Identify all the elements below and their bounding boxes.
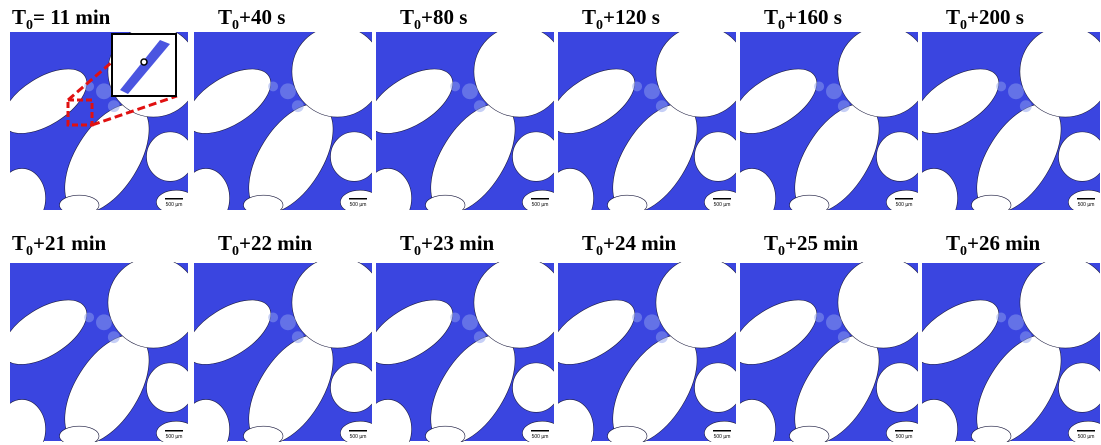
label-sub: 0 bbox=[960, 244, 967, 259]
label-rest: +26 min bbox=[967, 231, 1041, 255]
label-base: T bbox=[218, 5, 232, 29]
panel: 500 µm T0+120 s bbox=[540, 5, 747, 228]
scale-bar-label: 500 µm bbox=[714, 202, 731, 208]
label-sub: 0 bbox=[960, 18, 967, 33]
panel: 500 µm T0+23 min bbox=[358, 231, 565, 445]
micrograph bbox=[540, 26, 747, 228]
label-sub: 0 bbox=[26, 18, 33, 33]
panel-label: T0+40 s bbox=[218, 5, 285, 33]
scale-bar-label: 500 µm bbox=[1078, 202, 1095, 208]
label-base: T bbox=[582, 5, 596, 29]
panel-label: T0+24 min bbox=[582, 231, 677, 259]
scale-bar bbox=[349, 198, 367, 200]
label-sub: 0 bbox=[778, 244, 785, 259]
label-base: T bbox=[582, 231, 596, 255]
label-sub: 0 bbox=[232, 244, 239, 259]
label-base: T bbox=[12, 231, 26, 255]
label-base: T bbox=[946, 5, 960, 29]
panel-label: T0+160 s bbox=[764, 5, 842, 33]
panel: 500 µm T0+24 min bbox=[540, 231, 747, 445]
scale-bar-label: 500 µm bbox=[532, 202, 549, 208]
panel-label: T0+22 min bbox=[218, 231, 313, 259]
panel: 500 µm T0+40 s bbox=[176, 5, 383, 228]
scale-bar bbox=[531, 430, 549, 432]
panel: 500 µm T0+25 min bbox=[722, 231, 929, 445]
panel-label: T0+80 s bbox=[400, 5, 467, 33]
panel-label: T0+25 min bbox=[764, 231, 859, 259]
label-rest: +120 s bbox=[603, 5, 660, 29]
scale-bar bbox=[165, 198, 183, 200]
micrograph bbox=[0, 257, 199, 445]
panel-label: T0+23 min bbox=[400, 231, 495, 259]
scale-bar bbox=[895, 430, 913, 432]
label-rest: +40 s bbox=[239, 5, 285, 29]
label-base: T bbox=[764, 5, 778, 29]
scale-bar bbox=[349, 430, 367, 432]
label-rest: +200 s bbox=[967, 5, 1024, 29]
micrograph bbox=[904, 26, 1101, 228]
figure: 500 µmT0= 11 min500 µmT0+40 s500 µmT0+80… bbox=[0, 0, 1101, 445]
label-rest: +80 s bbox=[421, 5, 467, 29]
scale-bar-label: 500 µm bbox=[166, 434, 183, 440]
scale-bar-label: 500 µm bbox=[350, 202, 367, 208]
panel: 500 µm T0+160 s bbox=[722, 5, 929, 228]
panel: 500 µm T0+21 min bbox=[0, 231, 199, 445]
label-base: T bbox=[218, 231, 232, 255]
scale-bar-label: 500 µm bbox=[896, 202, 913, 208]
scale-bar-label: 500 µm bbox=[532, 434, 549, 440]
label-rest: +21 min bbox=[33, 231, 107, 255]
micrograph bbox=[358, 26, 565, 228]
label-base: T bbox=[12, 5, 26, 29]
scale-bar-label: 500 µm bbox=[896, 434, 913, 440]
label-rest: +25 min bbox=[785, 231, 859, 255]
panel-label: T0+21 min bbox=[12, 231, 107, 259]
label-sub: 0 bbox=[414, 18, 421, 33]
label-base: T bbox=[946, 231, 960, 255]
panel-label: T0= 11 min bbox=[12, 5, 111, 33]
label-sub: 0 bbox=[596, 18, 603, 33]
label-base: T bbox=[764, 231, 778, 255]
scale-bar bbox=[531, 198, 549, 200]
label-sub: 0 bbox=[778, 18, 785, 33]
page: 500 µmT0= 11 min500 µmT0+40 s500 µmT0+80… bbox=[0, 0, 1101, 445]
panel-label: T0+26 min bbox=[946, 231, 1041, 259]
micrograph bbox=[722, 257, 929, 445]
scale-bar bbox=[895, 198, 913, 200]
panel: 500 µm T0+26 min bbox=[904, 231, 1101, 445]
micrograph bbox=[540, 257, 747, 445]
label-rest: = 11 min bbox=[33, 5, 111, 29]
scale-bar bbox=[713, 430, 731, 432]
micrograph bbox=[722, 26, 929, 228]
label-sub: 0 bbox=[596, 244, 603, 259]
panel: 500 µm T0+22 min bbox=[176, 231, 383, 445]
scale-bar-label: 500 µm bbox=[166, 202, 183, 208]
scale-bar-label: 500 µm bbox=[350, 434, 367, 440]
label-sub: 0 bbox=[232, 18, 239, 33]
micrograph bbox=[176, 257, 383, 445]
label-base: T bbox=[400, 5, 414, 29]
scale-bar bbox=[1077, 198, 1095, 200]
panel: 500 µm T0+80 s bbox=[358, 5, 565, 228]
micrograph bbox=[904, 257, 1101, 445]
scale-bar bbox=[165, 430, 183, 432]
micrograph bbox=[176, 26, 383, 228]
panel-label: T0+120 s bbox=[582, 5, 660, 33]
scale-bar-label: 500 µm bbox=[714, 434, 731, 440]
label-rest: +160 s bbox=[785, 5, 842, 29]
panel: 500 µm T0+200 s bbox=[904, 5, 1101, 228]
micrograph bbox=[358, 257, 565, 445]
label-rest: +22 min bbox=[239, 231, 313, 255]
label-base: T bbox=[400, 231, 414, 255]
label-rest: +24 min bbox=[603, 231, 677, 255]
panel-label: T0+200 s bbox=[946, 5, 1024, 33]
scale-bar-label: 500 µm bbox=[1078, 434, 1095, 440]
label-rest: +23 min bbox=[421, 231, 495, 255]
label-sub: 0 bbox=[414, 244, 421, 259]
label-sub: 0 bbox=[26, 244, 33, 259]
scale-bar bbox=[1077, 430, 1095, 432]
scale-bar bbox=[713, 198, 731, 200]
